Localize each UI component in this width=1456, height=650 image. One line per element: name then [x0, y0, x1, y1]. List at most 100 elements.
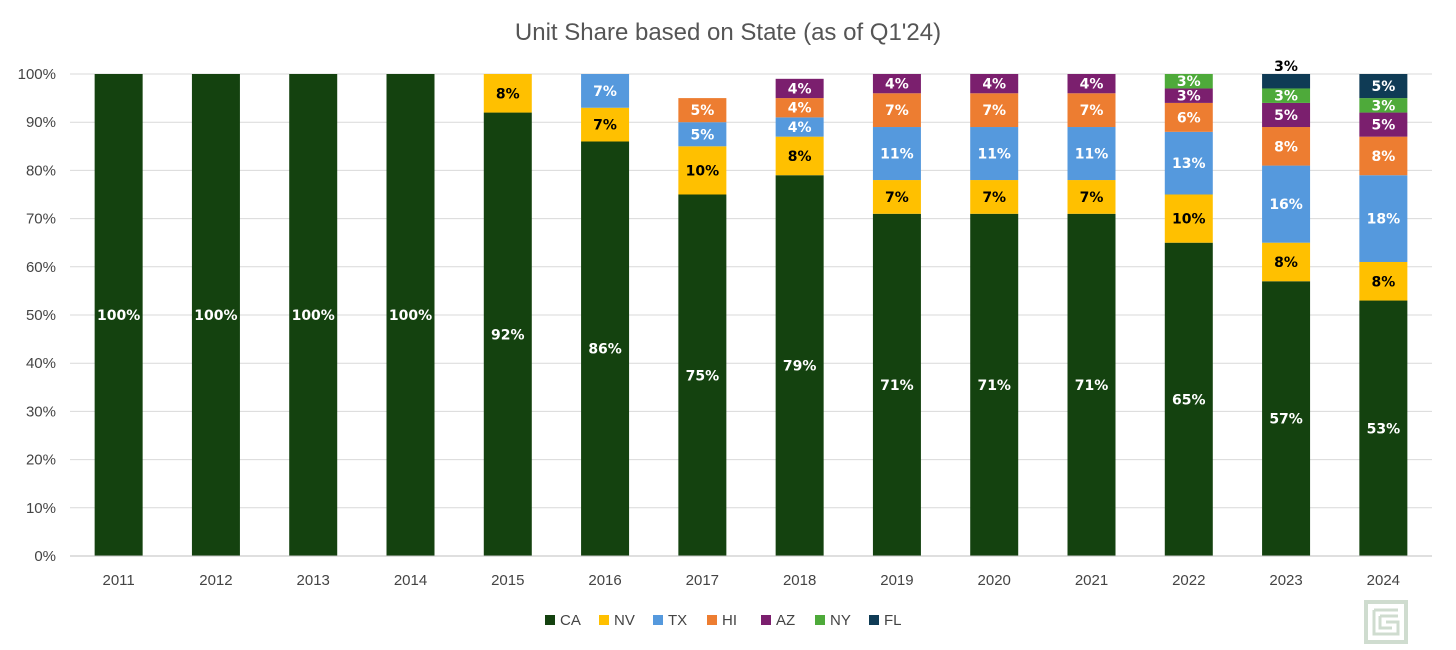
bar-stack-2021: 71% 7% 11% 7% 4%: [1067, 74, 1116, 556]
data-label: 3%: [1177, 89, 1201, 105]
data-label: 7%: [1080, 103, 1104, 119]
bar-segment-tx-2017: [678, 122, 727, 147]
bar-segment-nv-2019: [872, 180, 921, 214]
data-label: 4%: [885, 77, 909, 93]
bar-stack-2018: 79% 8% 4% 4% 4%: [775, 78, 824, 556]
bar-stack-2012: 100%: [191, 74, 240, 556]
bar-stack-2022: 65% 10% 13% 6% 3%3%: [1164, 74, 1213, 556]
x-tick-label: 2023: [1269, 572, 1302, 589]
data-label: 57%: [1269, 412, 1303, 428]
x-tick-label: 2024: [1367, 572, 1400, 589]
x-tick-label: 2011: [103, 572, 135, 589]
legend-label: TX: [668, 612, 687, 629]
legend-swatch: [761, 615, 771, 625]
legend-item-ca: CA: [545, 612, 581, 629]
y-tick-label: 100%: [18, 66, 56, 83]
y-tick-label: 70%: [26, 211, 56, 228]
legend-swatch: [599, 615, 609, 625]
data-label: 10%: [1172, 212, 1206, 228]
legend-item-fl: FL: [869, 612, 902, 629]
legend-label: FL: [884, 612, 902, 629]
data-label: 53%: [1367, 421, 1401, 437]
y-tick-label: 50%: [26, 307, 56, 324]
bar-segment-hi-2021: [1067, 93, 1116, 128]
x-tick-label: 2021: [1075, 572, 1108, 589]
gridlines: [70, 73, 1432, 557]
bar-stack-2013: 100%: [289, 74, 338, 556]
data-label: 8%: [1371, 274, 1395, 290]
bar-segment-ca-2016: [581, 141, 630, 557]
bar-stack-2017: 75% 10% 5% 5%: [678, 98, 727, 556]
data-label: 8%: [496, 86, 520, 102]
x-tick-label: 2013: [297, 572, 330, 589]
bar-stack-2023: 57% 8% 16% 8% 5% 3% 3%: [1262, 59, 1311, 556]
bar-segment-nv-2024: [1359, 261, 1408, 301]
y-tick-label: 80%: [26, 162, 56, 179]
chart-title: Unit Share based on State (as of Q1'24): [515, 19, 941, 46]
legend-item-ny: NY: [815, 612, 851, 629]
bar-segment-tx-2016: [581, 74, 630, 108]
data-label: 7%: [885, 103, 909, 119]
x-tick-label: 2020: [978, 572, 1011, 589]
bar-segment-fl-2024: [1359, 74, 1408, 99]
bar-segment-ca-2014: [386, 74, 435, 556]
legend-item-nv: NV: [599, 612, 635, 629]
data-label: 3%: [1371, 98, 1395, 114]
x-tick-label: 2014: [394, 572, 427, 589]
data-label: 65%: [1172, 392, 1206, 408]
bar-segment-nv-2017: [678, 146, 727, 195]
data-label: 4%: [788, 120, 812, 136]
bar-segment-az-2020: [970, 74, 1019, 94]
bar-segment-hi-2024: [1359, 136, 1408, 176]
bar-stack-2015: 92% 8%: [483, 74, 532, 556]
bar-segment-az-2019: [872, 74, 921, 94]
bar-stack-2024: 53% 8% 18% 8% 5% 3% 5%: [1359, 74, 1408, 556]
bar-segment-hi-2018: [775, 98, 824, 118]
bar-segment-ny-2024: [1359, 98, 1408, 113]
data-label: 5%: [1274, 108, 1298, 124]
x-tick-label: 2016: [588, 572, 621, 589]
data-label: 16%: [1269, 197, 1303, 213]
bar-segment-ca-2015: [483, 112, 532, 556]
y-tick-label: 60%: [26, 259, 56, 276]
bar-segment-hi-2023: [1262, 127, 1311, 166]
bar-segment-az-2018: [775, 78, 824, 99]
bar-stack-2016: 86% 7% 7%: [581, 74, 630, 557]
bar-stack-2020: 71% 7% 11% 7% 4%: [970, 74, 1019, 556]
bar-segment-nv-2015: [483, 74, 532, 113]
legend-item-tx: TX: [653, 612, 687, 629]
y-tick-label: 0%: [34, 548, 56, 565]
data-label: 7%: [1080, 190, 1104, 206]
bar-segment-tx-2018: [775, 117, 824, 137]
y-tick-label: 20%: [26, 452, 56, 469]
bar-segment-az-2022: [1164, 88, 1213, 103]
data-label: 71%: [880, 378, 914, 394]
bar-segment-ny-2022: [1164, 74, 1213, 89]
bar-segment-nv-2021: [1067, 180, 1116, 214]
x-tick-label: 2018: [783, 572, 816, 589]
data-label: 7%: [982, 103, 1006, 119]
data-label: 8%: [1274, 255, 1298, 271]
y-axis: 0% 10% 20% 30% 40% 50% 60% 70% 80% 90% 100%: [18, 66, 56, 565]
data-label: 7%: [982, 190, 1006, 206]
legend-swatch: [707, 615, 717, 625]
y-tick-label: 30%: [26, 403, 56, 420]
data-label: 11%: [977, 147, 1011, 163]
data-label: 7%: [593, 118, 617, 134]
data-label: 8%: [1274, 139, 1298, 155]
data-label: 5%: [1371, 118, 1395, 134]
data-label: 11%: [1075, 147, 1109, 163]
data-label: 4%: [1080, 77, 1104, 93]
bar-segment-ca-2019: [872, 213, 921, 556]
data-label: 5%: [690, 103, 714, 119]
legend-item-az: AZ: [761, 612, 795, 629]
data-label: 4%: [788, 81, 812, 97]
bar-segment-ca-2023: [1262, 281, 1311, 556]
legend-label: AZ: [776, 612, 795, 629]
data-label: 5%: [690, 127, 714, 143]
bar-segment-ca-2017: [678, 194, 727, 556]
data-label: 13%: [1172, 156, 1206, 172]
y-tick-label: 40%: [26, 355, 56, 372]
data-label: 10%: [686, 163, 720, 179]
